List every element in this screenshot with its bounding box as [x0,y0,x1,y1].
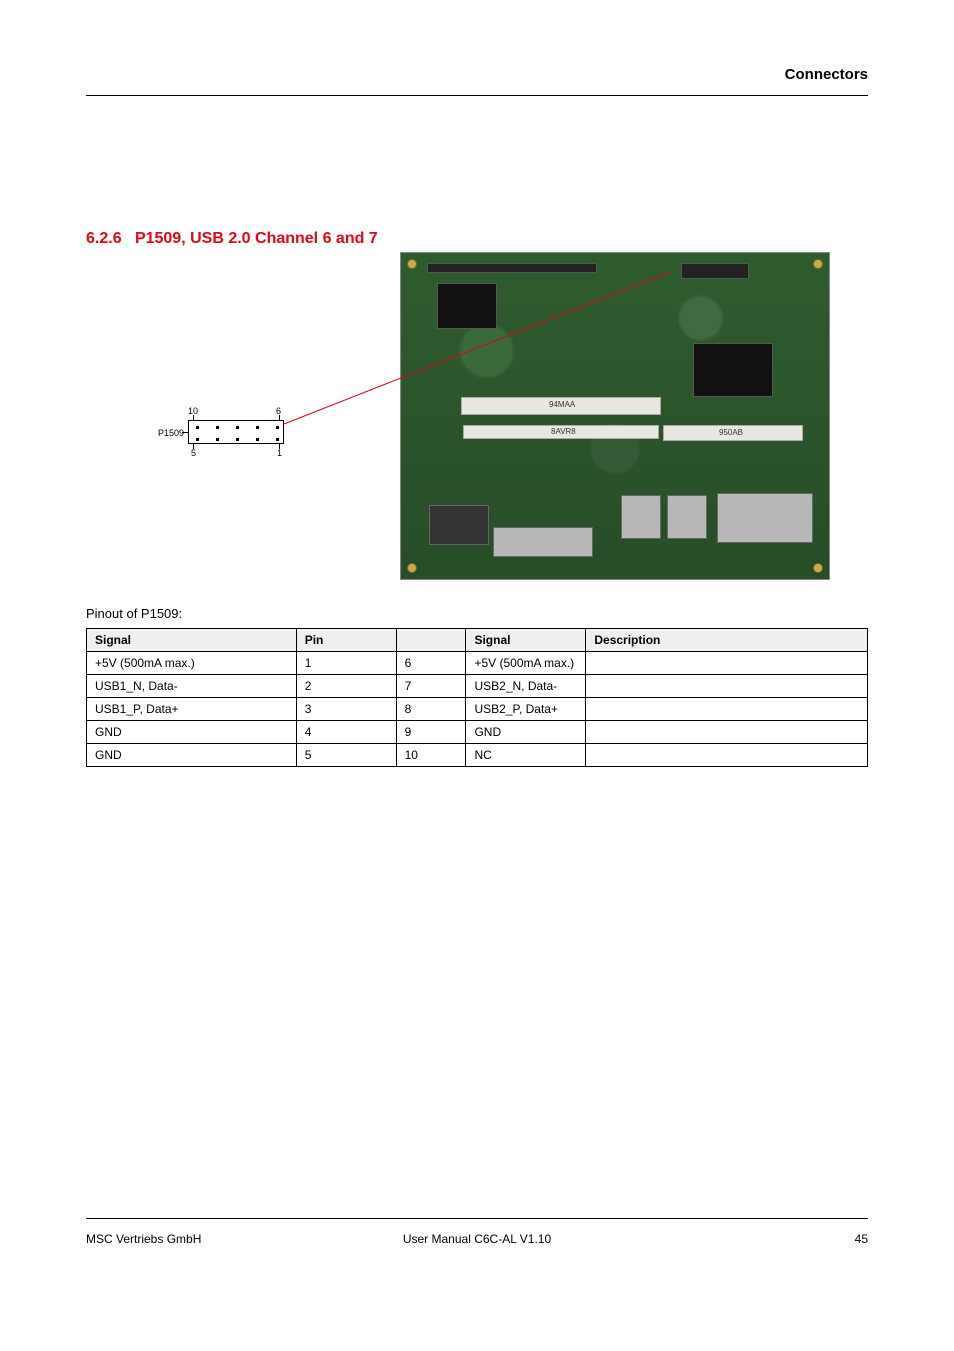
connector-pin [256,426,259,429]
table-header-cell: Signal [466,629,586,652]
bottom-rule [86,1218,868,1219]
table-cell [586,675,868,698]
table-header-cell: Signal [87,629,297,652]
slot-label-3: 950AB [717,428,745,437]
table-cell: 10 [396,744,466,767]
footer-doc-title: User Manual C6C-AL V1.10 [0,1232,954,1246]
table-cell [586,721,868,744]
connector-pin [196,438,199,441]
table-cell: +5V (500mA max.) [466,652,586,675]
table-cell: GND [466,721,586,744]
table-cell: 8 [396,698,466,721]
slot-label-1: 94MAA [547,400,577,409]
connector-pin [276,438,279,441]
connector-pin [256,438,259,441]
table-row: USB1_P, Data+38USB2_P, Data+ [87,698,868,721]
connector-diagram: 10 6 P1509 5 1 [158,406,284,456]
connector-pin [236,426,239,429]
table-cell: USB2_N, Data- [466,675,586,698]
table-cell: USB1_P, Data+ [87,698,297,721]
table-row: +5V (500mA max.)16+5V (500mA max.) [87,652,868,675]
top-rule [86,95,868,96]
header-chapter: Connectors [785,66,868,83]
pinout-table: SignalPinSignalDescription +5V (500mA ma… [86,628,868,767]
table-cell: 4 [296,721,396,744]
table-cell: +5V (500mA max.) [87,652,297,675]
connector-ref: P1509 [158,428,184,438]
connector-pin [216,438,219,441]
pin-label-bottom-left: 5 [191,448,196,458]
table-cell: USB2_P, Data+ [466,698,586,721]
table-header-cell: Description [586,629,868,652]
table-cell: 6 [396,652,466,675]
slot-label-2: 8AVR8 [549,427,578,436]
table-cell: 9 [396,721,466,744]
connector-pin [236,438,239,441]
table-cell: 3 [296,698,396,721]
table-cell: GND [87,744,297,767]
table-cell: USB1_N, Data- [87,675,297,698]
table-cell: 2 [296,675,396,698]
connector-pin [196,426,199,429]
table-cell [586,744,868,767]
table-row: GND49GND [87,721,868,744]
table-cell: 7 [396,675,466,698]
table-header-cell: Pin [296,629,396,652]
board-photo: 94MAA 8AVR8 950AB [400,252,830,580]
section-title: 6.2.6 P1509, USB 2.0 Channel 6 and 7 [86,230,378,248]
table-header-cell [396,629,466,652]
connector-pin [276,426,279,429]
section-number: 6.2.6 [86,230,122,247]
table-cell: 1 [296,652,396,675]
footer-page-num: 45 [855,1232,868,1246]
section-heading: P1509, USB 2.0 Channel 6 and 7 [135,230,378,247]
table-row: USB1_N, Data-27USB2_N, Data- [87,675,868,698]
table-cell: GND [87,721,297,744]
table-cell: 5 [296,744,396,767]
connector-pin [216,426,219,429]
table-row: GND510NC [87,744,868,767]
table-lead-text: Pinout of P1509: [86,606,182,621]
table-cell [586,698,868,721]
table-cell: NC [466,744,586,767]
table-cell [586,652,868,675]
pin-label-bottom-right: 1 [277,448,282,458]
